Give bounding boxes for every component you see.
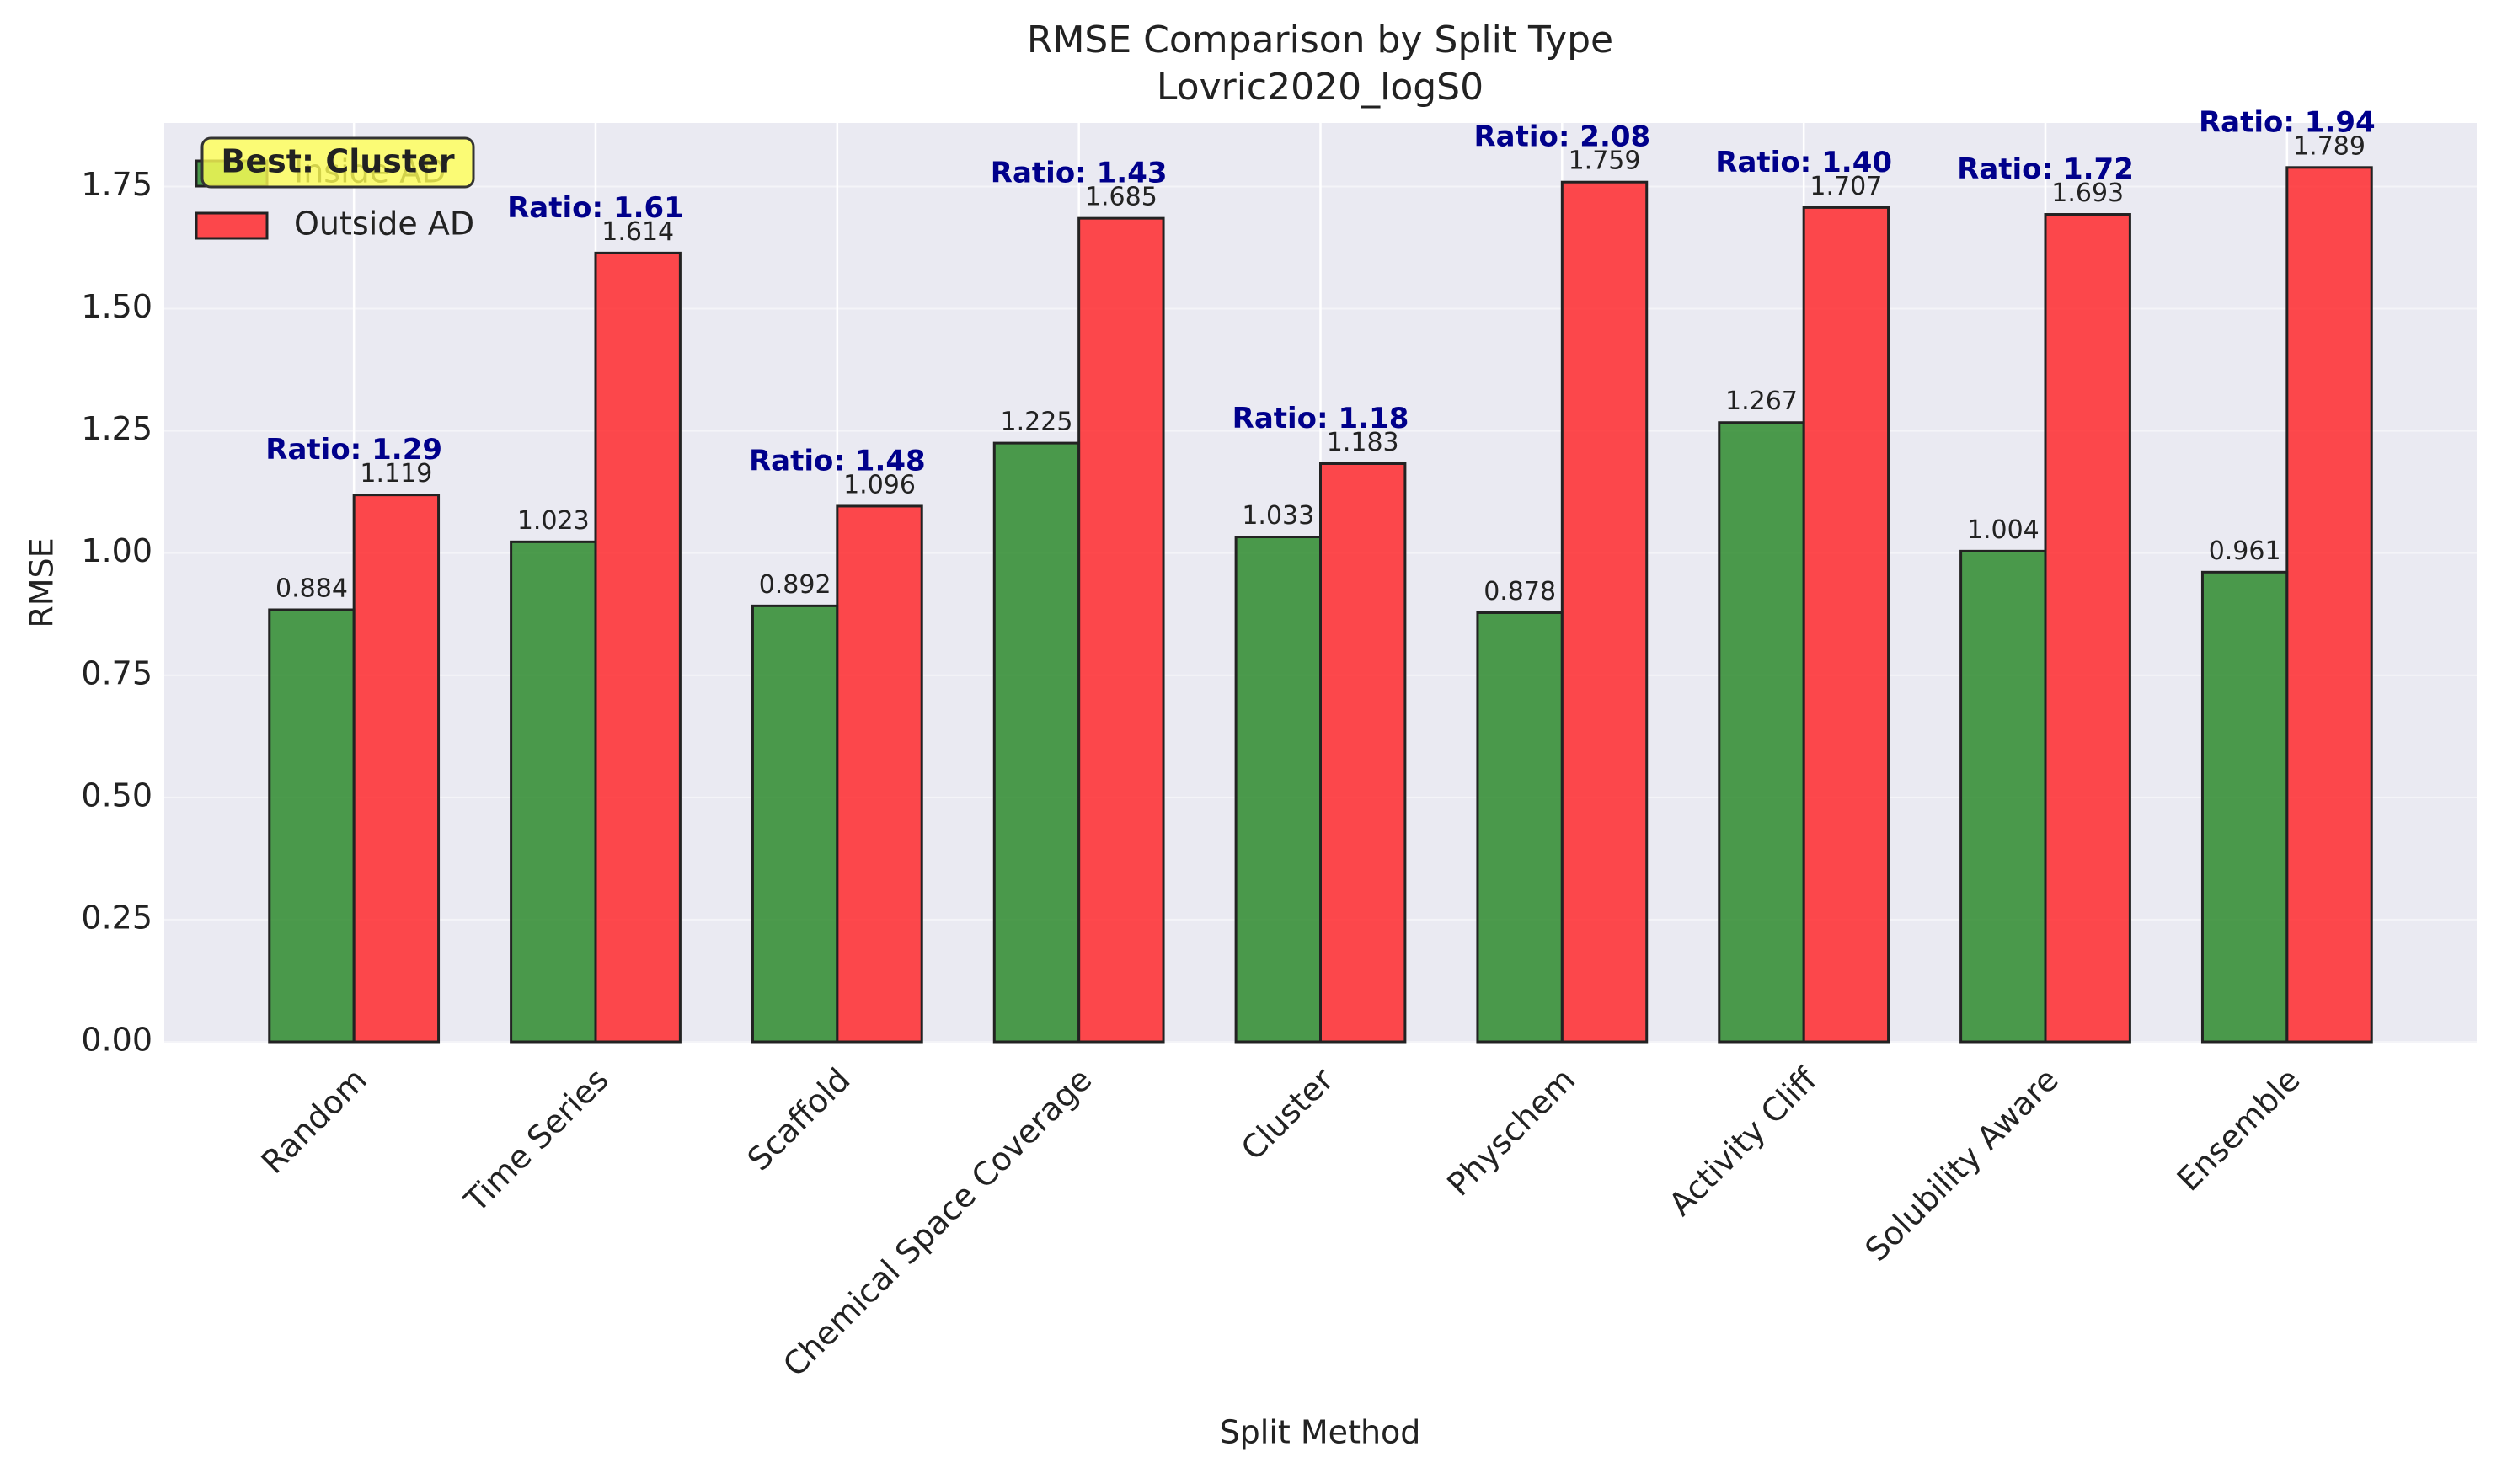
value-label: 0.878 bbox=[1484, 577, 1556, 606]
value-label: 1.789 bbox=[2293, 131, 2366, 161]
bar bbox=[594, 251, 682, 1044]
x-axis-label: Split Method bbox=[1220, 1414, 1421, 1451]
bar bbox=[352, 494, 441, 1044]
ratio-label: Ratio: 1.94 bbox=[2199, 105, 2376, 139]
y-tick-label: 1.75 bbox=[81, 166, 152, 203]
bar bbox=[1476, 611, 1564, 1044]
value-label: 1.614 bbox=[601, 217, 674, 247]
ratio-label: Ratio: 2.08 bbox=[1473, 120, 1650, 154]
value-label: 0.892 bbox=[759, 570, 831, 600]
value-label: 1.759 bbox=[1569, 147, 1641, 176]
legend-swatch bbox=[195, 211, 269, 240]
bar bbox=[1959, 549, 2047, 1044]
x-tick-label: Physchem bbox=[1440, 1061, 1582, 1204]
x-tick-label: Ensemble bbox=[2170, 1061, 2307, 1198]
bar bbox=[1319, 462, 1407, 1044]
value-label: 1.707 bbox=[1810, 172, 1882, 201]
ratio-label: Ratio: 1.18 bbox=[1232, 402, 1409, 435]
bar bbox=[2285, 166, 2373, 1044]
value-label: 1.685 bbox=[1085, 183, 1157, 212]
bar bbox=[2200, 570, 2289, 1044]
y-tick-label: 1.25 bbox=[81, 410, 152, 447]
bar bbox=[836, 504, 923, 1044]
x-tick-label: Cluster bbox=[1234, 1060, 1341, 1167]
bar bbox=[1718, 421, 1805, 1044]
chart-title: RMSE Comparison by Split Type bbox=[1027, 19, 1613, 61]
y-tick-label: 0.75 bbox=[81, 654, 152, 691]
ratio-label: Ratio: 1.61 bbox=[507, 191, 684, 225]
y-tick-label: 0.25 bbox=[81, 899, 152, 936]
value-label: 1.004 bbox=[1967, 515, 2040, 545]
value-label: 1.033 bbox=[1242, 501, 1314, 531]
bar bbox=[1560, 180, 1649, 1044]
bar bbox=[1234, 536, 1322, 1044]
value-label: 1.183 bbox=[1327, 428, 1399, 457]
value-label: 1.119 bbox=[360, 459, 432, 488]
value-label: 0.961 bbox=[2209, 536, 2281, 566]
legend-label: Outside AD bbox=[294, 206, 474, 243]
value-label: 1.693 bbox=[2051, 179, 2124, 208]
x-tick-label: Activity Cliff bbox=[1662, 1060, 1825, 1223]
ratio-label: Ratio: 1.72 bbox=[1957, 152, 2134, 186]
ratio-label: Ratio: 1.40 bbox=[1715, 146, 1892, 179]
x-tick-label: Random bbox=[254, 1061, 374, 1181]
ratio-label: Ratio: 1.29 bbox=[265, 433, 442, 467]
bar bbox=[268, 608, 356, 1044]
y-tick-label: 1.50 bbox=[81, 288, 152, 325]
y-axis-label: RMSE bbox=[24, 537, 61, 627]
y-tick-label: 1.00 bbox=[81, 532, 152, 569]
x-tick-label: Time Series bbox=[457, 1061, 616, 1220]
best-annotation: Best: Cluster bbox=[221, 143, 454, 180]
value-label: 0.884 bbox=[275, 574, 348, 603]
bar bbox=[1802, 206, 1890, 1044]
annotation-box bbox=[200, 136, 475, 189]
chart-subtitle: Lovric2020_logS0 bbox=[1157, 66, 1484, 109]
value-label: 1.023 bbox=[517, 506, 590, 536]
value-label: 1.267 bbox=[1725, 387, 1798, 416]
x-tick-label: Solubility Aware bbox=[1858, 1061, 2066, 1268]
value-label: 1.096 bbox=[843, 470, 916, 499]
bar bbox=[751, 604, 839, 1044]
ratio-label: Ratio: 1.43 bbox=[991, 157, 1168, 190]
value-label: 1.225 bbox=[1001, 408, 1073, 437]
y-tick-label: 0.50 bbox=[81, 777, 152, 814]
x-tick-label: Scaffold bbox=[740, 1061, 858, 1178]
y-tick-label: 0.00 bbox=[81, 1022, 152, 1059]
bar bbox=[992, 441, 1081, 1044]
ratio-label: Ratio: 1.48 bbox=[749, 444, 926, 478]
bar bbox=[2044, 213, 2131, 1044]
bar bbox=[510, 540, 597, 1044]
bar bbox=[1077, 216, 1165, 1044]
